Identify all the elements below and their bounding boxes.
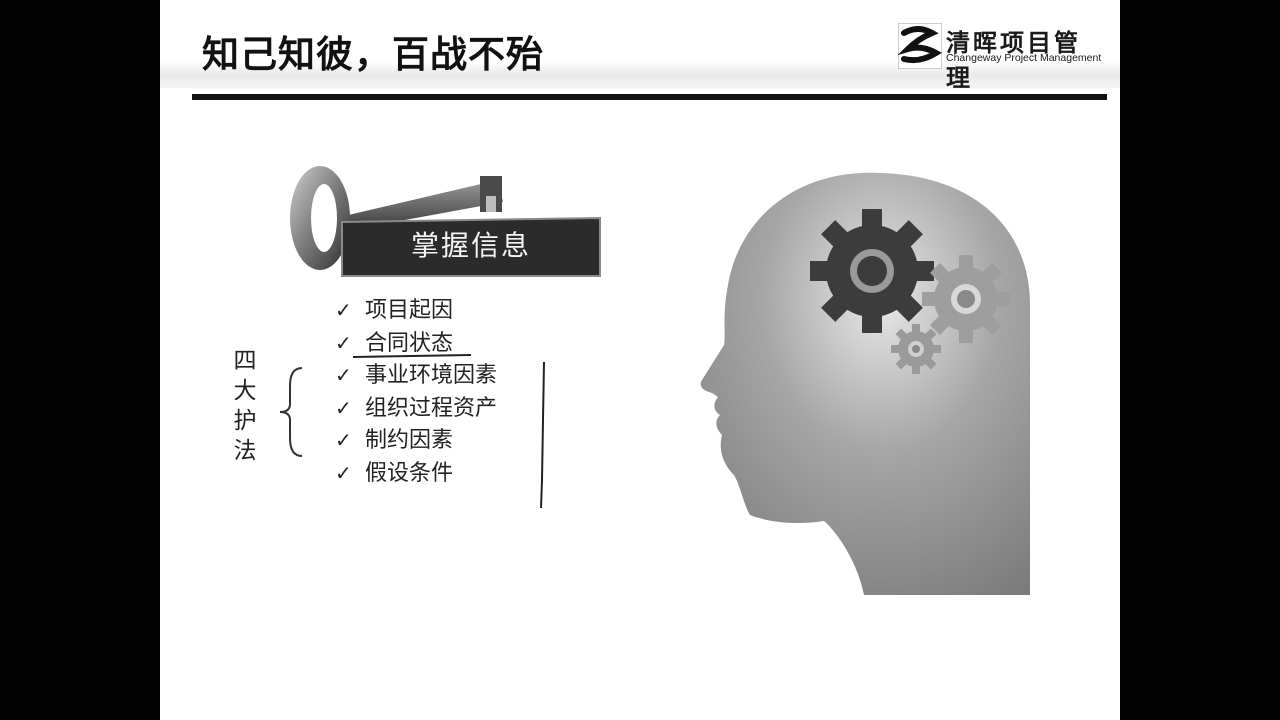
check-icon: ✓ (335, 460, 352, 485)
logo-mark-icon (897, 22, 943, 70)
key-icon (290, 166, 601, 277)
check-icon: ✓ (335, 428, 352, 452)
checklist-item-label: 项目起因 (365, 298, 454, 323)
checklist-item-label: 组织过程资产 (365, 395, 498, 421)
checklist-item-label: 假设条件 (365, 460, 454, 486)
slide: 知己知彼，百战不殆 清晖项目管理 Changeway Project Manag… (160, 0, 1120, 720)
checklist-item: ✓ 合同状态 (335, 327, 497, 360)
gear-icon (891, 324, 941, 374)
logo-text-cn: 清晖项目管理 (946, 29, 1081, 92)
left-letterbox (0, 0, 160, 720)
checklist-item-label: 制约因素 (365, 428, 454, 453)
checklist-item: ✓ 项目起因 (335, 294, 497, 327)
side-label-char: 法 (233, 438, 257, 464)
header-band (160, 0, 1120, 88)
checklist-item: ✓ 制约因素 (335, 424, 497, 457)
handdrawn-line (540, 361, 545, 509)
info-checklist: ✓ 项目起因 ✓ 合同状态 ✓ 事业环境因素 ✓ 组织过程资产 ✓ 制约因素 ✓ 假设条件 (335, 294, 497, 489)
side-label-char: 护 (233, 408, 257, 434)
key-banner-label: 掌握信息 (410, 229, 531, 262)
logo-text-en: Changeway Project Management (946, 52, 1102, 64)
side-label-char: 四 (233, 348, 257, 374)
checklist-item-label: 事业环境因素 (365, 363, 498, 388)
check-icon: ✓ (335, 395, 352, 420)
checklist-item: ✓ 组织过程资产 (335, 392, 497, 425)
check-icon: ✓ (335, 298, 352, 322)
gear-icon (922, 255, 1010, 343)
check-icon: ✓ (335, 330, 352, 355)
head-silhouette-icon (700, 172, 1030, 596)
gear-icon (810, 209, 934, 333)
company-logo: 清晖项目管理 Changeway Project Management (897, 22, 1102, 92)
brace-icon (279, 367, 303, 457)
checklist-item: ✓ 假设条件 (335, 457, 497, 490)
side-label-char: 大 (233, 378, 257, 404)
checklist-item-label: 合同状态 (365, 330, 454, 356)
right-letterbox (1120, 0, 1280, 720)
side-label: 四 大 护 法 (230, 346, 260, 466)
check-icon: ✓ (335, 363, 352, 387)
checklist-item: ✓ 事业环境因素 (335, 359, 497, 392)
slide-title: 知己知彼，百战不殆 (202, 33, 544, 76)
title-rule (192, 94, 1107, 100)
